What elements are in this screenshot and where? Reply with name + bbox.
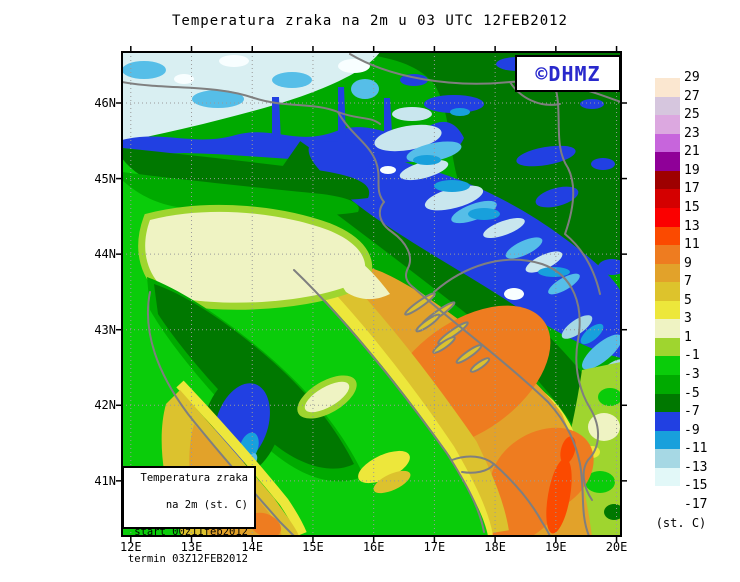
- colorbar-cell: [655, 78, 680, 97]
- colorbar-cell: [655, 170, 680, 190]
- lon-label-18E: 18E: [484, 540, 506, 554]
- lon-label-12E: 12E: [119, 540, 142, 554]
- colorbar-cell: [655, 207, 680, 227]
- colorbar-cell: [655, 189, 680, 208]
- lon-label-13E: 13E: [180, 540, 203, 554]
- legend-line: na 2m (st. C): [165, 499, 248, 511]
- colorbar-cell: [655, 282, 680, 301]
- colorbar-label: 13: [684, 218, 700, 234]
- colorbar-label: 1: [684, 329, 692, 345]
- lon-label-17E: 17E: [423, 540, 446, 554]
- colorbar-label: 25: [684, 107, 700, 123]
- lon-label-20E: 20E: [605, 540, 628, 554]
- colorbar-label: 27: [684, 88, 700, 104]
- legend-line: start 00z11feb2012: [134, 526, 248, 538]
- colorbar-label: 11: [684, 237, 700, 253]
- lon-label-16E: 16E: [362, 540, 385, 554]
- colorbar-unit: (st. C): [655, 516, 707, 530]
- colorbar-cell: [655, 412, 680, 431]
- colorbar-cell: [655, 337, 680, 357]
- colorbar-label: -3: [684, 367, 700, 383]
- colorbar-label: -13: [684, 459, 708, 475]
- lon-label-14E: 14E: [241, 540, 264, 554]
- colorbar-cell: [655, 319, 680, 338]
- colorbar-cell: [655, 449, 680, 468]
- legend-line: Temperatura zraka: [140, 472, 248, 484]
- map-frame: [121, 51, 622, 537]
- colorbar-label: -17: [684, 496, 708, 512]
- colorbar-cell: [655, 486, 680, 505]
- lon-label-19E: 19E: [544, 540, 567, 554]
- temperature-map: [116, 46, 627, 542]
- colorbar-cell: [655, 133, 680, 153]
- colorbar-label: 29: [684, 70, 700, 85]
- colorbar-label: -7: [684, 404, 700, 420]
- lat-label-44N: 44N: [94, 247, 116, 262]
- colorbar-label: 3: [684, 311, 692, 327]
- lat-label-42N: 42N: [94, 398, 116, 413]
- colorbar-label: 21: [684, 144, 700, 160]
- colorbar-label: 15: [684, 199, 700, 215]
- colorbar-label: -5: [684, 385, 700, 401]
- colorbar-cell: [655, 393, 680, 413]
- colorbar-cell: [655, 356, 680, 376]
- temperature-field: [122, 52, 621, 536]
- dhmz-logo-text: ©DHMZ: [535, 61, 601, 86]
- colorbar-label: 7: [684, 274, 692, 290]
- colorbar-cell: [655, 375, 680, 394]
- map-title: Temperatura zraka na 2m u 03 UTC 12FEB20…: [171, 13, 568, 29]
- grid-lines: [122, 52, 621, 536]
- lon-label-15E: 15E: [302, 540, 324, 554]
- colorbar-cell: [655, 245, 680, 264]
- colorbar-label: -9: [684, 422, 700, 438]
- colorbar-cell: [655, 430, 680, 450]
- colorbar-cell: [655, 467, 680, 487]
- colorbar-label: 17: [684, 181, 700, 197]
- lat-label-43N: 43N: [94, 322, 116, 337]
- colorbar-label: 5: [684, 292, 692, 308]
- dhmz-logo: ©DHMZ: [515, 55, 621, 92]
- colorbar-cell: [655, 115, 680, 134]
- colorbar-cell: [655, 226, 680, 246]
- country-borders: [122, 53, 621, 536]
- colorbar-label: 19: [684, 162, 700, 178]
- colorbar-cell: [655, 263, 680, 283]
- colorbar-label: 23: [684, 125, 700, 141]
- colorbar-label: 9: [684, 255, 692, 271]
- colorbar-cell: [655, 152, 680, 171]
- lat-label-46N: 46N: [94, 96, 116, 110]
- colorbar-cell: [655, 300, 680, 320]
- legend-line: termin 03Z12FEB2012: [127, 553, 248, 565]
- colorbar-cell: [655, 96, 680, 116]
- colorbar-label: -11: [684, 441, 708, 457]
- lat-label-41N: 41N: [94, 473, 116, 488]
- colorbar-label: -1: [684, 348, 700, 364]
- map-legend-box: Temperatura zraka na 2m (st. C) start 00…: [122, 466, 256, 565]
- lat-label-45N: 45N: [94, 171, 116, 186]
- colorbar-label: -15: [684, 478, 708, 494]
